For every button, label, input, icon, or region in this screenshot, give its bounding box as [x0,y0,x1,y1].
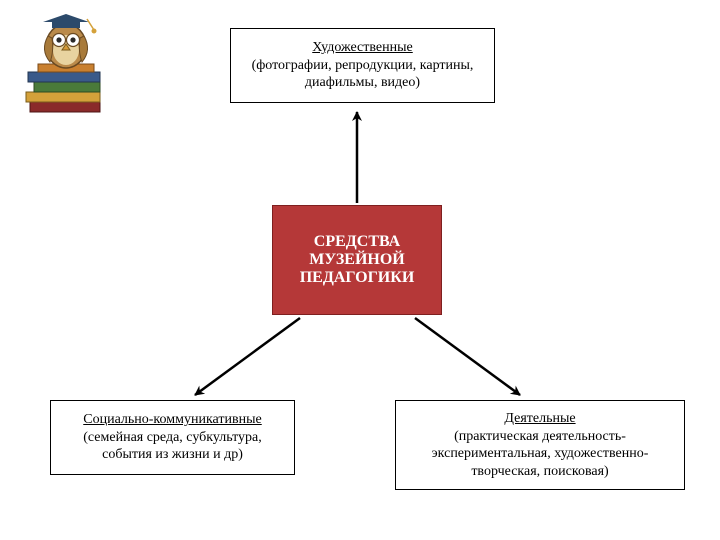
owl-books-icon [8,6,128,126]
node-top-title: Художественные [312,39,413,57]
center-text: СРЕДСТВА МУЗЕЙНОЙ ПЕДАГОГИКИ [300,233,415,287]
node-top: Художественные (фотографии, репродукции,… [230,28,495,103]
node-top-desc: (фотографии, репродукции, картины, диафи… [237,57,488,92]
diagram-stage: СРЕДСТВА МУЗЕЙНОЙ ПЕДАГОГИКИ Художествен… [0,0,720,540]
node-left-desc: (семейная среда, субкультура, события из… [57,429,288,464]
arrow-down-right [415,318,520,395]
node-right-desc: (практическая деятельность- эксперимента… [402,428,678,481]
center-node: СРЕДСТВА МУЗЕЙНОЙ ПЕДАГОГИКИ [272,205,442,315]
node-right: Деятельные (практическая деятельность- э… [395,400,685,490]
node-left-title: Социально-коммуникативные [83,411,262,429]
arrow-down-left [195,318,300,395]
node-left: Социально-коммуникативные (семейная сред… [50,400,295,475]
node-right-title: Деятельные [504,410,575,428]
